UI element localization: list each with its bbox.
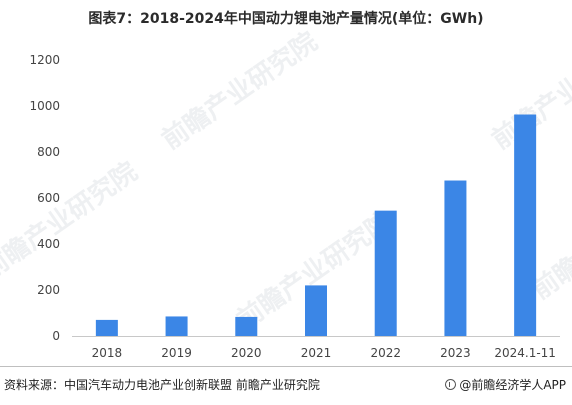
y-tick-label: 1000 [29, 99, 60, 113]
watermark-text: 前瞻产业研究院 [156, 26, 323, 156]
credit: @前瞻经济学人APP [445, 376, 566, 393]
y-tick-label: 600 [37, 191, 60, 205]
bar-2020 [235, 316, 258, 336]
x-tick-label: 2024.1-11 [494, 346, 556, 360]
source-note: 资料来源：中国汽车动力电池产业创新联盟 前瞻产业研究院 [4, 378, 320, 392]
y-tick-label: 200 [37, 283, 60, 297]
y-axis: 0 200 400 600 800 1000 1200 [29, 53, 60, 343]
bar-2018 [95, 319, 118, 336]
bar-2024.1-11 [514, 114, 537, 336]
x-axis: 2018 2019 2020 2021 2022 2023 2024.1-11 [92, 346, 556, 360]
watermark-text: 前瞻产业研究院 [0, 156, 143, 286]
x-tick-label: 2019 [161, 346, 192, 360]
y-tick-label: 0 [52, 329, 60, 343]
bar-2022 [374, 210, 397, 336]
x-tick-label: 2022 [370, 346, 401, 360]
x-tick-label: 2021 [301, 346, 332, 360]
y-tick-label: 1200 [29, 53, 60, 67]
footer-divider [0, 366, 572, 367]
credit-text: @前瞻经济学人APP [459, 378, 566, 392]
x-tick-label: 2018 [92, 346, 123, 360]
y-tick-label: 800 [37, 145, 60, 159]
bar-2021 [305, 285, 327, 336]
y-tick-label: 400 [37, 237, 60, 251]
bar-2023 [444, 180, 467, 336]
chart-title: 图表7：2018-2024年中国动力锂电池产量情况(单位：GWh) [88, 11, 484, 27]
credit-logo-icon [445, 379, 457, 390]
bars [95, 114, 537, 336]
bar-2019 [165, 316, 188, 336]
x-tick-label: 2023 [440, 346, 471, 360]
x-tick-label: 2020 [231, 346, 262, 360]
